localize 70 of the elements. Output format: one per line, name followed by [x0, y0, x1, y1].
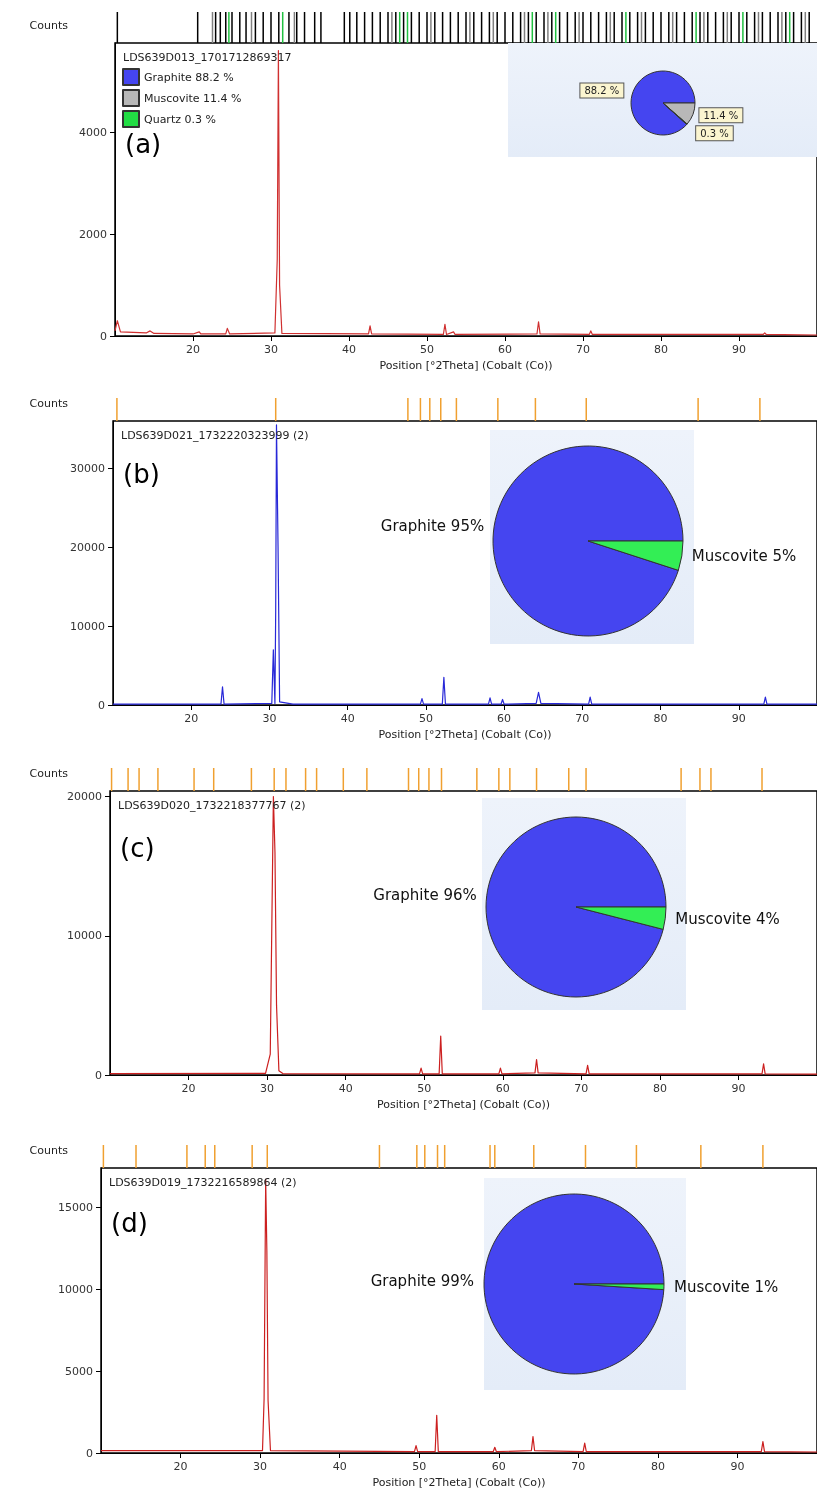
x-tick-label: 80 [650, 1460, 665, 1473]
x-tick-label: 90 [730, 1460, 745, 1473]
x-tick-label: 90 [732, 343, 746, 356]
x-tick-label: 40 [332, 1460, 347, 1473]
slice-label: Muscovite 5% [691, 547, 797, 566]
x-axis-title: Position [°2Theta] (Cobalt (Co)) [377, 1097, 550, 1111]
x-tick-label: 60 [498, 343, 512, 356]
y-tick-label: 15000 [58, 1200, 93, 1214]
x-tick-label: 90 [731, 1082, 746, 1095]
x-tick-label: 60 [495, 1082, 510, 1095]
y-tick-label: 30000 [70, 461, 105, 475]
y-tick-label: 5000 [65, 1364, 93, 1378]
x-axis-title: Position [°2Theta] (Cobalt (Co)) [379, 358, 553, 372]
x-axis-title: Position [°2Theta] (Cobalt (Co)) [372, 1475, 546, 1489]
slice-label: Graphite 95% [380, 516, 485, 535]
annotation: (a) [125, 129, 162, 159]
x-tick-label: 50 [420, 343, 434, 356]
x-tick-label: 50 [417, 1082, 432, 1095]
x-tick-label: 20 [184, 712, 199, 725]
y-tick-label: 0 [100, 329, 107, 343]
slice-label: Graphite 99% [370, 1272, 475, 1291]
y-tick-label: 4000 [79, 125, 107, 139]
x-tick-label: 80 [653, 712, 668, 725]
x-tick-label: 30 [260, 1082, 275, 1095]
y-tick-label: 0 [86, 1446, 93, 1460]
x-tick-label: 70 [571, 1460, 586, 1473]
y-tick-label: 20000 [70, 540, 105, 554]
y-tick-label: 0 [95, 1068, 102, 1082]
data-label: 88.2 % [584, 84, 620, 96]
y-tick-label: 0 [98, 698, 105, 712]
x-tick-label: 60 [497, 712, 512, 725]
y-axis-title: Counts [29, 767, 69, 780]
x-tick-label: 20 [181, 1082, 196, 1095]
y-tick-label: 2000 [79, 227, 107, 241]
y-axis-title: Counts [29, 19, 69, 32]
slice-label: Muscovite 4% [675, 909, 780, 928]
y-tick-label: 10000 [70, 619, 105, 633]
x-tick-label: 50 [418, 712, 433, 725]
y-tick-label: 10000 [67, 929, 102, 943]
x-tick-label: 90 [731, 712, 746, 725]
data-label: 0.3 % [700, 127, 729, 139]
slice-label: Graphite 96% [373, 886, 477, 905]
annotation: (d) [111, 1208, 148, 1238]
data-label: 11.4 % [703, 109, 739, 121]
x-tick-label: 30 [253, 1460, 268, 1473]
x-tick-label: 70 [575, 712, 590, 725]
x-tick-label: 40 [338, 1082, 353, 1095]
annotation: (b) [123, 459, 160, 489]
legend-label: Muscovite 11.4 % [144, 91, 242, 105]
x-tick-label: 80 [652, 1082, 667, 1095]
x-tick-label: 70 [576, 343, 590, 356]
x-tick-label: 60 [491, 1460, 506, 1473]
x-tick-label: 20 [186, 343, 200, 356]
slice-label: Muscovite 1% [673, 1277, 779, 1296]
legend-label: Graphite 88.2 % [144, 70, 234, 84]
y-axis-title: Counts [29, 397, 69, 410]
x-tick-label: 20 [173, 1460, 188, 1473]
annotation: (c) [120, 833, 155, 863]
x-tick-label: 50 [412, 1460, 427, 1473]
y-axis-title: Counts [29, 1144, 69, 1157]
x-tick-label: 40 [342, 343, 356, 356]
y-tick-label: 10000 [58, 1282, 93, 1296]
x-tick-label: 30 [264, 343, 278, 356]
x-tick-label: 80 [654, 343, 668, 356]
x-tick-label: 70 [574, 1082, 589, 1095]
x-tick-label: 30 [262, 712, 277, 725]
x-tick-label: 40 [340, 712, 355, 725]
legend-label: Quartz 0.3 % [144, 112, 216, 126]
x-axis-title: Position [°2Theta] (Cobalt (Co)) [378, 727, 552, 741]
y-tick-label: 20000 [67, 790, 102, 804]
